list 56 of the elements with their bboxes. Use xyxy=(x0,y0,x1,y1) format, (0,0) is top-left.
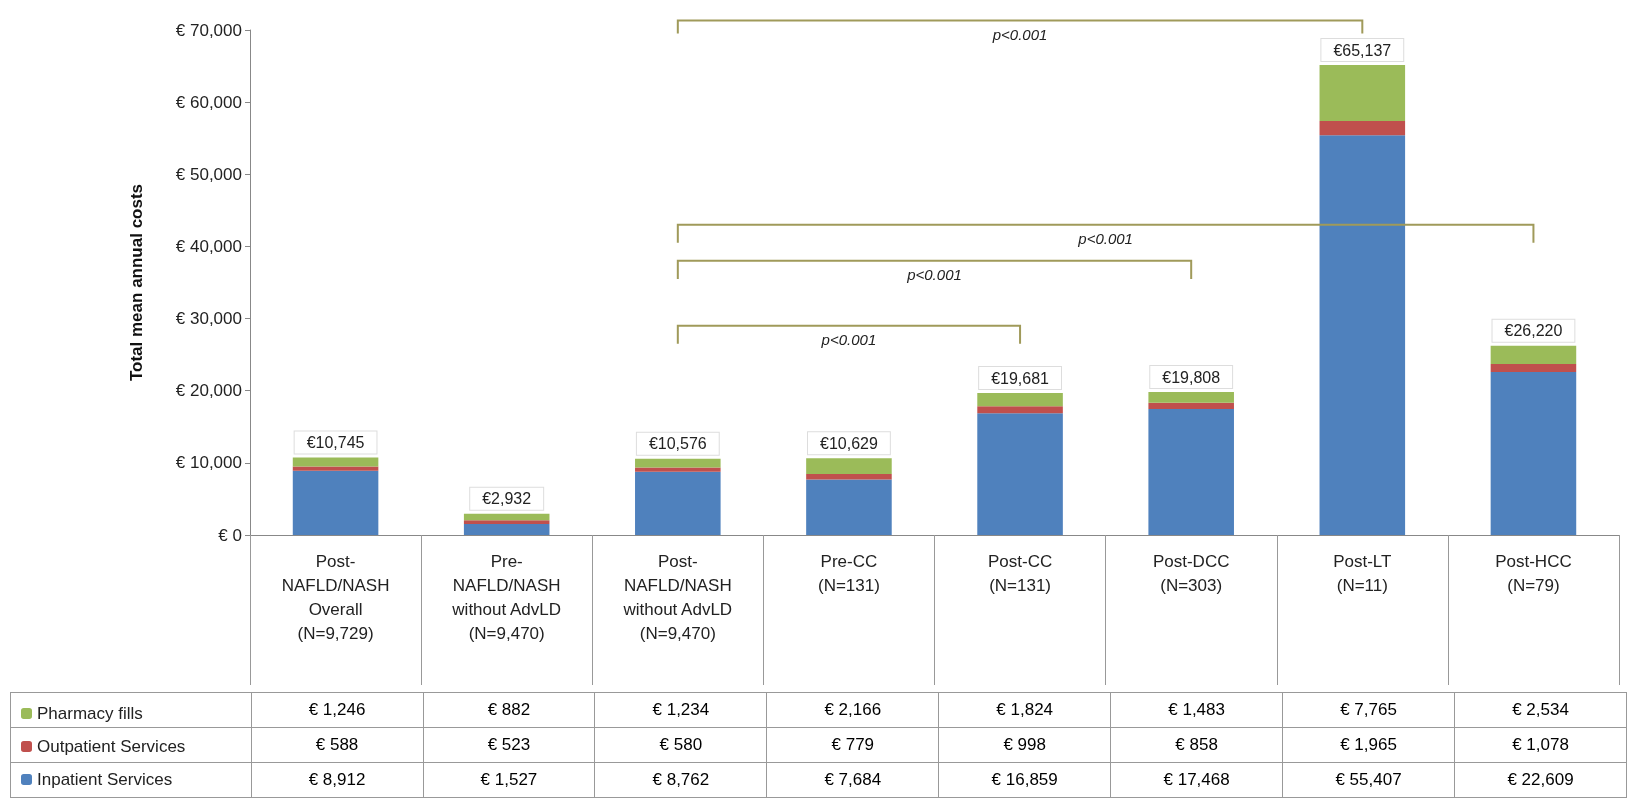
annotation: p<0.001 xyxy=(906,265,962,283)
data-label: € 8,912 xyxy=(251,762,424,798)
data-label: € 882 xyxy=(423,692,595,728)
data-label: € 1,483 xyxy=(1110,692,1283,728)
data-label: € 588 xyxy=(251,727,424,763)
data-label: € 7,684 xyxy=(766,762,939,798)
total-label: €19,681 xyxy=(991,369,1050,387)
y-tick-label: € 60,000 xyxy=(175,92,242,112)
y-tick-label: € 30,000 xyxy=(175,309,242,329)
total-label: €10,629 xyxy=(820,434,878,452)
data-label: € 523 xyxy=(423,727,595,763)
total-label: €19,808 xyxy=(1162,368,1221,386)
legend-label: Outpatient Services xyxy=(37,737,186,756)
total-label: €10,576 xyxy=(648,435,707,453)
data-label: € 1,527 xyxy=(423,762,595,798)
data-label: € 1,078 xyxy=(1454,727,1627,763)
data-label: € 580 xyxy=(594,727,767,763)
annotation: p<0.001 xyxy=(820,330,877,348)
total-label: €65,137 xyxy=(1333,41,1392,59)
legend-label: Inpatient Services xyxy=(37,770,173,789)
annotation: p<0.001 xyxy=(1077,229,1133,247)
x-tick-label: Post-LT (N=11) xyxy=(1333,551,1392,595)
data-label: € 16,859 xyxy=(938,762,1111,798)
total-label: €10,745 xyxy=(306,433,365,451)
data-label: € 1,234 xyxy=(594,692,767,728)
data-label: € 1,965 xyxy=(1282,727,1455,763)
data-label: € 8,762 xyxy=(594,762,767,798)
x-tick-label: Post- NAFLD/NASH without AdvLD (N=9,470) xyxy=(622,551,733,643)
data-label: € 55,407 xyxy=(1282,762,1455,798)
data-label: € 7,765 xyxy=(1282,692,1455,728)
total-label: €2,932 xyxy=(482,490,532,508)
x-tick-label: Post-DCC (N=303) xyxy=(1152,551,1230,595)
x-tick-label: Pre-CC (N=131) xyxy=(817,551,880,595)
x-tick-label: Pre- NAFLD/NASH without AdvLD (N=9,470) xyxy=(451,551,562,643)
x-tick-label: Post-CC (N=131) xyxy=(987,551,1053,595)
y-tick-label: € 0 xyxy=(218,525,242,545)
data-label: € 858 xyxy=(1110,727,1283,763)
x-tick-label: Post- NAFLD/NASH Overall (N=9,729) xyxy=(281,551,390,643)
data-label: € 1,246 xyxy=(251,692,424,728)
data-label: € 779 xyxy=(766,727,939,763)
x-tick-label: Post-HCC (N=79) xyxy=(1495,551,1572,595)
y-tick-label: € 50,000 xyxy=(175,164,242,184)
y-axis-title: Total mean annual costs xyxy=(127,183,146,382)
legend-label: Pharmacy fills xyxy=(37,704,143,723)
data-label: € 1,824 xyxy=(938,692,1111,728)
data-label: € 22,609 xyxy=(1454,762,1627,798)
y-tick-label: € 70,000 xyxy=(175,20,242,40)
data-label: € 2,534 xyxy=(1454,692,1627,728)
annotation: p<0.001 xyxy=(991,25,1048,43)
data-label: € 2,166 xyxy=(766,692,939,728)
data-label: € 998 xyxy=(938,727,1111,763)
y-tick-label: € 40,000 xyxy=(175,236,242,256)
data-label: € 17,468 xyxy=(1110,762,1283,798)
y-tick-label: € 20,000 xyxy=(175,381,242,401)
y-tick-label: € 10,000 xyxy=(175,453,242,473)
total-label: €26,220 xyxy=(1504,322,1563,340)
